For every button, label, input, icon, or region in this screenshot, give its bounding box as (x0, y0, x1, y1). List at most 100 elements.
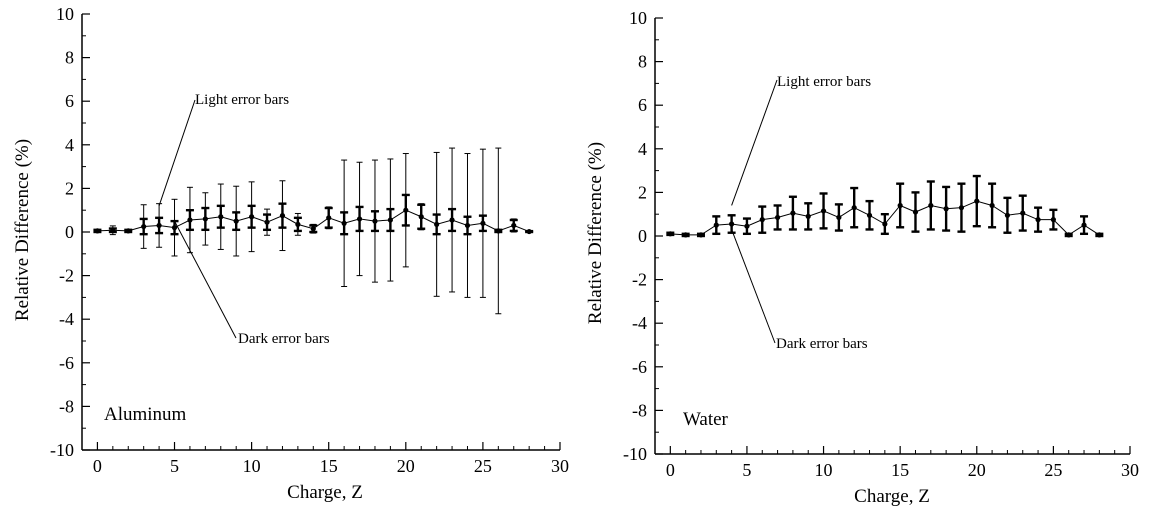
data-point (403, 207, 409, 213)
data-point (667, 231, 673, 237)
data-point (495, 228, 501, 234)
data-point (713, 222, 719, 228)
y-tick-label: -4 (632, 313, 647, 333)
y-tick-label: 2 (638, 182, 647, 202)
data-point (958, 205, 965, 211)
data-point (729, 221, 735, 227)
x-tick-label: 30 (1121, 460, 1139, 480)
annotation-leader-dark (731, 229, 776, 344)
data-point (94, 228, 101, 234)
data-point (928, 202, 934, 209)
data-point (1020, 210, 1026, 216)
data-point (218, 214, 224, 220)
annotation-leader-light (731, 79, 778, 206)
y-tick-label: -6 (632, 357, 647, 377)
y-tick-label: -8 (59, 396, 74, 416)
data-point (141, 223, 147, 230)
data-point (187, 217, 193, 223)
data-point (295, 221, 301, 227)
x-tick-label: 30 (551, 456, 569, 476)
data-point (805, 213, 811, 219)
data-point (1081, 222, 1087, 228)
data-point (790, 210, 796, 216)
chart-aluminum: Relative Difference (%) Charge, Z Alumin… (12, 4, 569, 503)
x-axis-label: Charge, Z (287, 482, 363, 503)
x-tick-label: 5 (170, 456, 179, 476)
data-point (434, 221, 440, 227)
y-tick-label: 2 (65, 178, 74, 198)
y-tick-label: 8 (65, 48, 74, 68)
y-axis-label: Relative Difference (%) (585, 142, 606, 324)
x-tick-label: 15 (320, 456, 338, 476)
x-tick-label: 0 (666, 460, 675, 480)
x-tick-label: 5 (742, 460, 751, 480)
x-axis-label: Charge, Z (854, 486, 930, 507)
y-tick-label: 6 (638, 95, 647, 115)
y-tick-label: -2 (632, 270, 647, 290)
y-tick-label: -6 (59, 353, 74, 373)
data-point (326, 215, 332, 221)
y-tick-label: 4 (65, 135, 74, 155)
y-tick-label: -10 (623, 444, 647, 464)
data-point (836, 214, 842, 221)
data-point (943, 206, 949, 212)
data-point (249, 214, 255, 220)
data-point (480, 220, 486, 226)
data-point (233, 218, 239, 224)
data-point (1035, 217, 1041, 223)
data-point (310, 226, 316, 232)
y-tick-label: 8 (638, 52, 647, 72)
y-tick-label: -4 (59, 309, 74, 329)
data-point (464, 222, 471, 229)
data-point (202, 216, 208, 222)
y-tick-label: 10 (56, 4, 74, 24)
data-point (449, 217, 455, 223)
data-point (912, 209, 919, 215)
x-tick-label: 25 (474, 456, 492, 476)
data-point (820, 208, 827, 214)
y-tick-label: 6 (65, 91, 74, 111)
x-tick-label: 20 (397, 456, 415, 476)
annotation-light-error-bars: Light error bars (777, 74, 871, 90)
annotation-dark-error-bars: Dark error bars (776, 336, 868, 352)
data-point (1096, 232, 1102, 238)
data-point (683, 232, 689, 238)
data-point (341, 220, 347, 226)
data-point (264, 219, 270, 225)
data-point (125, 228, 131, 234)
data-point (1004, 212, 1011, 218)
data-point (698, 232, 704, 238)
annotation-leader-dark (174, 220, 237, 339)
data-point (526, 228, 532, 235)
panel-label-water: Water (683, 409, 729, 430)
annotation-dark-error-bars: Dark error bars (238, 331, 330, 347)
x-tick-label: 10 (243, 456, 261, 476)
y-tick-label: 4 (638, 139, 647, 159)
data-point (372, 218, 378, 224)
data-point (418, 214, 424, 220)
x-tick-label: 10 (815, 460, 833, 480)
data-point (156, 222, 162, 229)
x-tick-label: 25 (1044, 460, 1062, 480)
chart-water: Relative Difference (%) Charge, Z Water … (585, 8, 1139, 507)
data-point (866, 212, 873, 218)
data-point (759, 217, 765, 223)
data-point (744, 223, 750, 229)
data-point (171, 225, 178, 231)
data-point (511, 222, 517, 229)
data-point (882, 221, 888, 227)
data-point (279, 213, 286, 219)
y-tick-label: -2 (59, 266, 74, 286)
y-tick-label: 0 (65, 222, 74, 242)
panel-label-aluminum: Aluminum (104, 404, 187, 425)
x-tick-label: 20 (968, 460, 986, 480)
data-point (1066, 232, 1072, 238)
data-point (1050, 217, 1056, 223)
annotation-light-error-bars: Light error bars (195, 92, 289, 108)
y-tick-label: 0 (638, 226, 647, 246)
data-point (387, 217, 393, 223)
y-tick-label: -8 (632, 400, 647, 420)
data-point (851, 205, 857, 211)
data-point (110, 227, 116, 233)
